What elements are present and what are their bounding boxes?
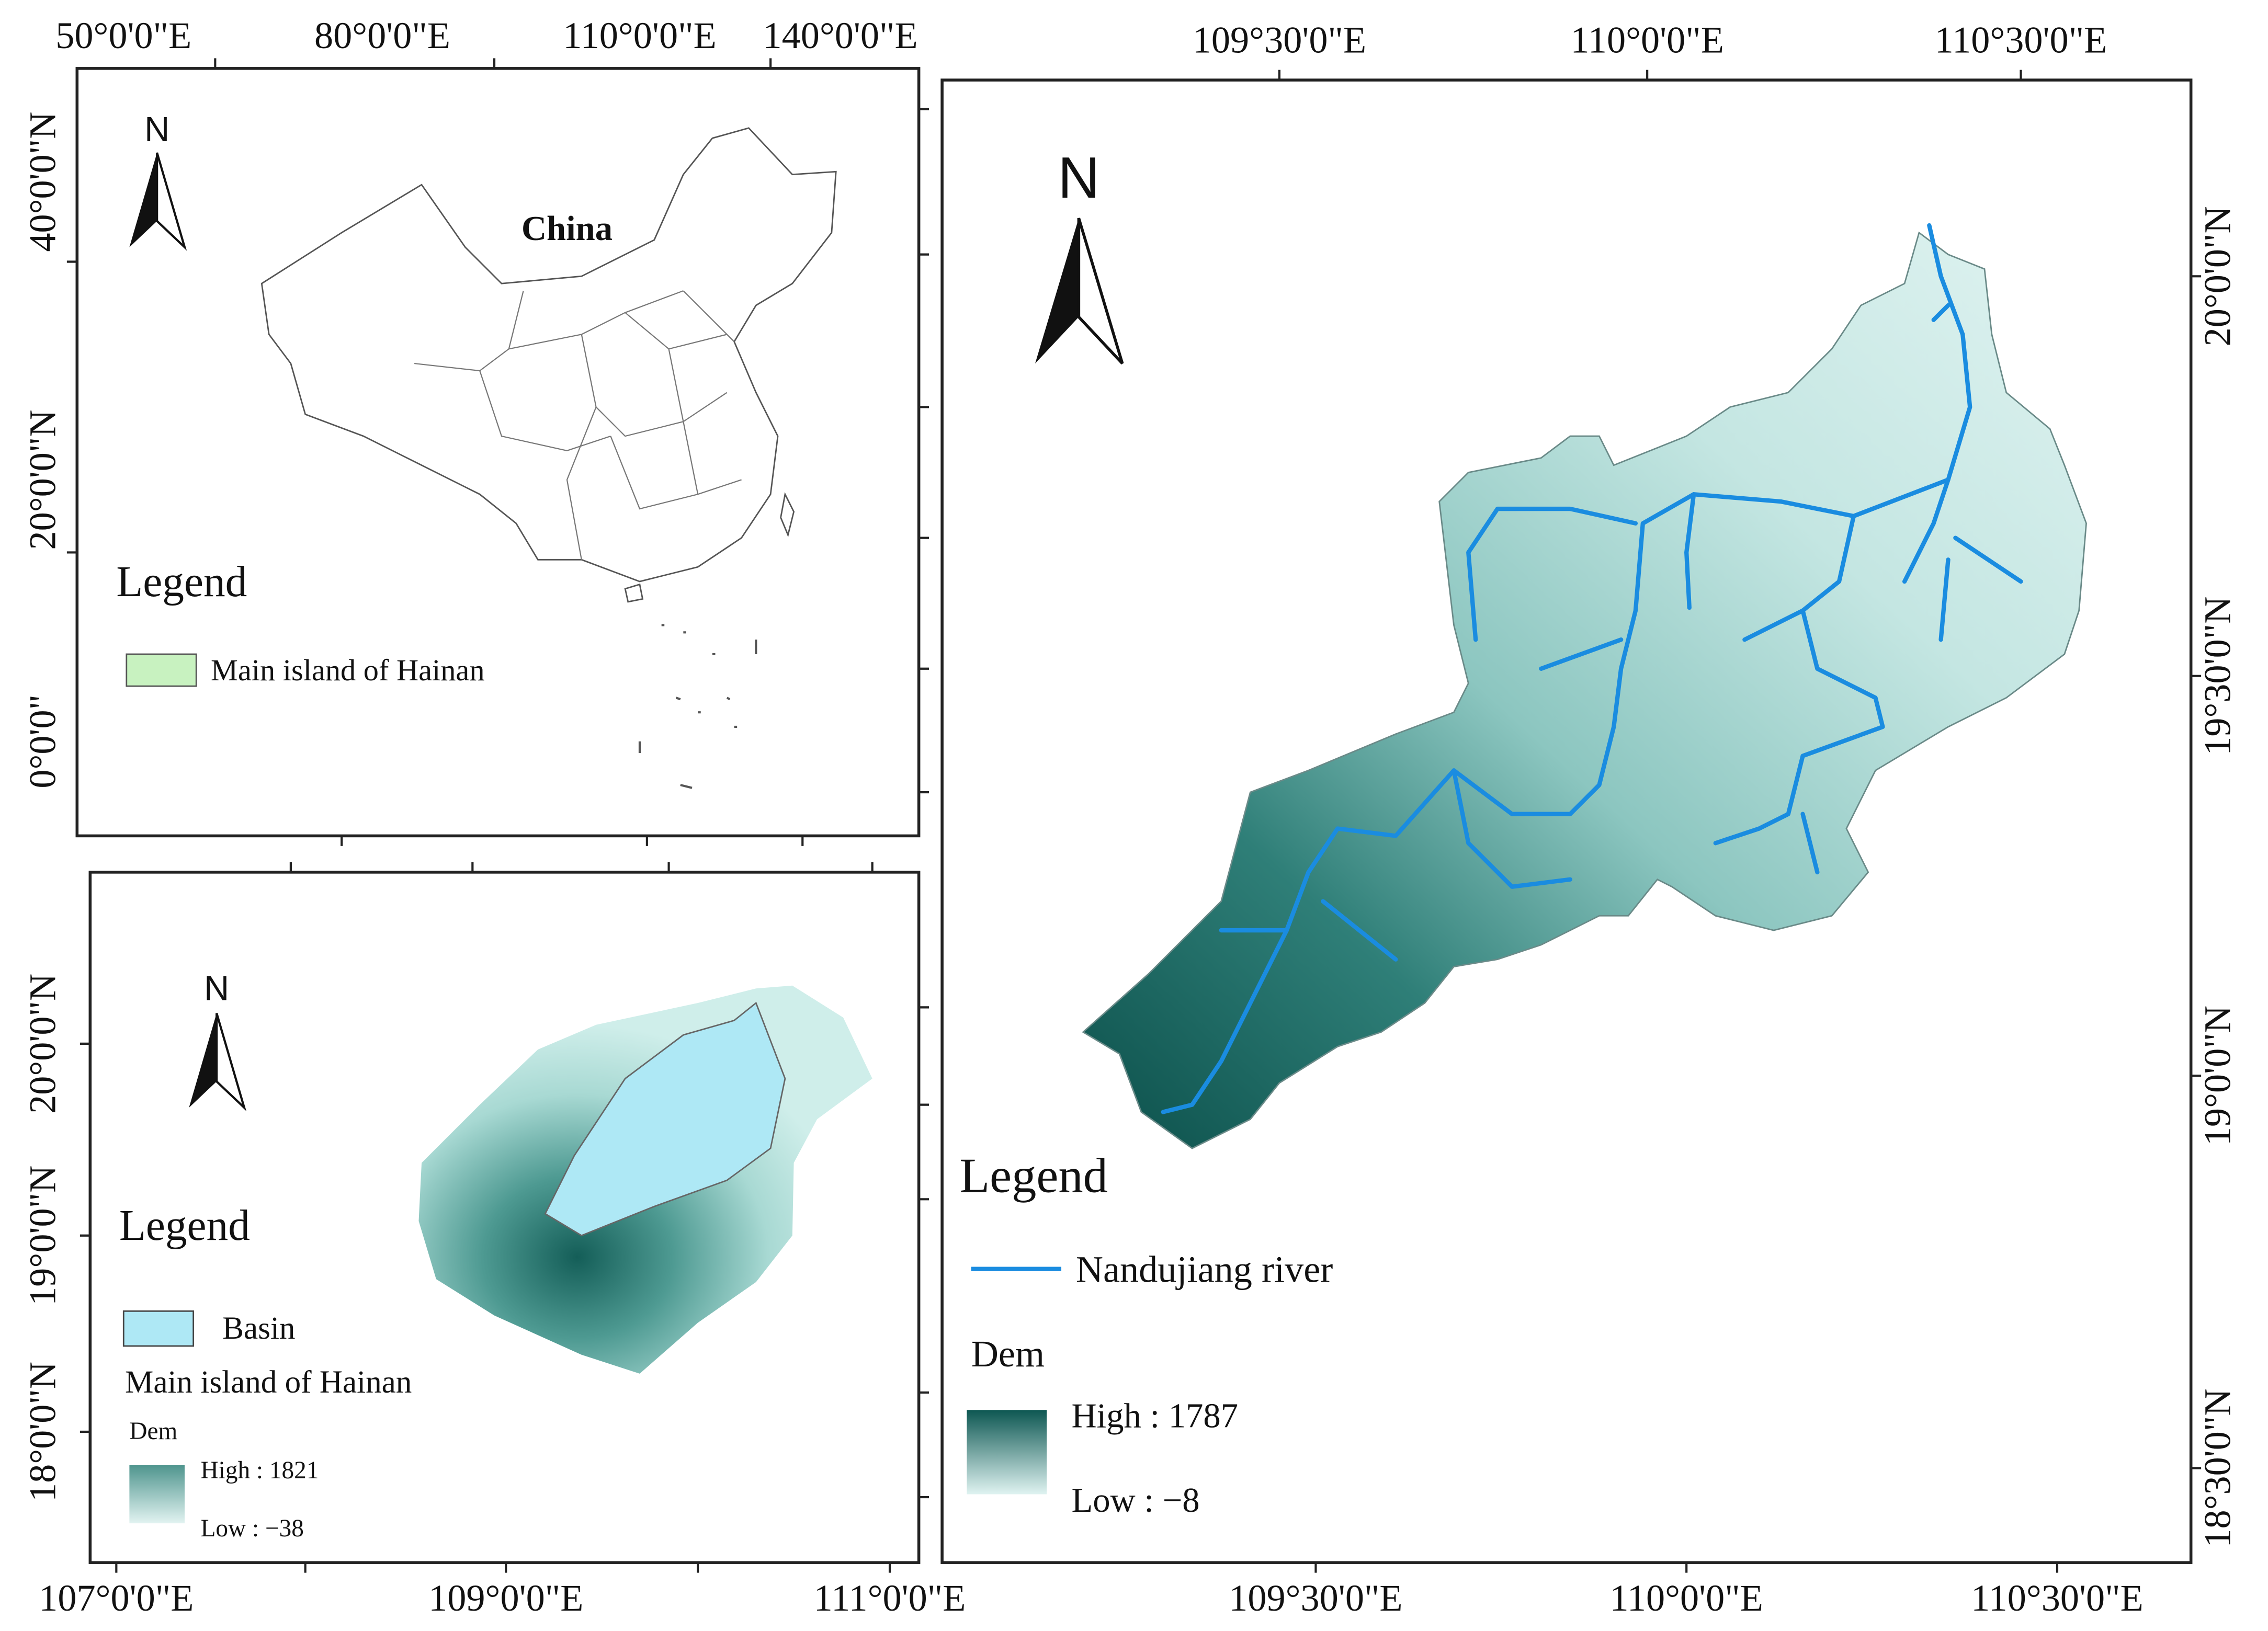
basin-area (544, 1001, 786, 1237)
tick-label: 140°0'0"E (763, 15, 917, 56)
legend-label: High : 1787 (1071, 1397, 1238, 1435)
tick-label: 107°0'0"E (39, 1577, 194, 1619)
legend-label: High : 1821 (201, 1457, 319, 1484)
legend-label: Main island of Hainan (125, 1365, 412, 1400)
tick-label: 80°0'0"E (314, 15, 450, 56)
legend-swatch (122, 1310, 195, 1347)
legend-title: Legend (116, 558, 247, 606)
basin-dem (1082, 231, 2087, 1149)
north-label: N (144, 110, 169, 149)
rivers (1161, 223, 2023, 1114)
china-outline (260, 127, 837, 583)
tick-label: 20°0'0"N (2197, 206, 2239, 346)
north-arrow: N (1035, 145, 1124, 364)
tick-label: 110°0'0"E (563, 15, 716, 56)
tick-label: 50°0'0"E (55, 15, 191, 56)
north-label: N (1058, 145, 1099, 210)
china-panel: 50°0'0"E 80°0'0"E 110°0'0"E 140°0'0"E 40… (22, 15, 929, 846)
tick-label: 40°0'0"N (22, 112, 64, 252)
arrow-light (1077, 218, 1124, 364)
dem-ramp (129, 1465, 185, 1524)
north-arrow: N (189, 969, 247, 1111)
dem-ramp (967, 1410, 1047, 1495)
legend-label: Basin (222, 1311, 295, 1346)
tick-label: 20°0'0"N (22, 409, 64, 550)
panel-frame (88, 871, 921, 1564)
taiwan (780, 492, 795, 538)
legend-title: Legend (959, 1148, 1107, 1203)
ticks (80, 862, 929, 1573)
tick-label: 19°30'0"N (2197, 597, 2239, 756)
tributary (1321, 899, 1398, 962)
north-label: N (204, 969, 229, 1008)
country-label: China (521, 210, 613, 248)
panel-frame (940, 78, 2193, 1564)
tick-label: 20°0'0"N (22, 974, 64, 1114)
tributary (1953, 535, 2023, 584)
legend-label: Dem (129, 1418, 177, 1445)
tick-label: 111°0'0"E (814, 1577, 966, 1619)
arrow-dark (129, 153, 157, 247)
main-river (1161, 223, 1972, 1114)
ticks (66, 58, 929, 846)
ticks (1278, 70, 2202, 1573)
tick-label: 18°0'0"N (22, 1362, 64, 1502)
tick-label: 18°30'0"N (2197, 1388, 2239, 1547)
tick-label: 110°30'0"E (1971, 1577, 2144, 1619)
tributary (1539, 637, 1624, 671)
arrow-dark (189, 1013, 217, 1108)
tributary (1938, 557, 1951, 642)
legend-label: Nandujiang river (1076, 1249, 1333, 1291)
tick-label: 109°30'0"E (1193, 19, 1366, 61)
basin-panel: 109°30'0"E 110°0'0"E 110°30'0"E 109°30'0… (940, 19, 2239, 1619)
arrow-dark (1035, 218, 1079, 364)
tributary (1931, 303, 1951, 322)
arrow-light (216, 1012, 247, 1111)
tributary (1684, 492, 1696, 610)
legend-swatch (126, 653, 197, 687)
province-lines (414, 290, 742, 560)
legend-label: Dem (971, 1333, 1045, 1375)
tick-label: 110°30'0"E (1935, 19, 2107, 61)
tick-label: 110°0'0"E (1609, 1577, 1763, 1619)
legend-label: Low : −38 (201, 1515, 304, 1542)
legend-label: Main island of Hainan (211, 653, 485, 687)
legend-label: Low : −8 (1071, 1481, 1199, 1520)
tributary (1466, 506, 1638, 642)
tick-label: 19°0'0"N (22, 1166, 64, 1306)
panel-frame (75, 67, 921, 838)
legend-title: Legend (119, 1202, 250, 1250)
hainan-panel: 20°0'0"N 19°0'0"N 18°0'0"N 107°0'0"E 109… (22, 862, 966, 1619)
tributary (1742, 514, 1856, 642)
tick-label: 110°0'0"E (1570, 19, 1723, 61)
hainan-outline (624, 583, 644, 603)
arrow-light (156, 152, 187, 251)
tributary (1800, 812, 1820, 875)
tick-label: 0°0'0" (22, 694, 64, 789)
tick-label: 109°0'0"E (428, 1577, 583, 1619)
islands (638, 624, 757, 789)
tributary (1902, 477, 1951, 584)
tributary (1451, 768, 1573, 889)
north-arrow: N (129, 110, 187, 251)
tick-label: 109°30'0"E (1229, 1577, 1402, 1619)
tick-label: 19°0'0"N (2197, 1006, 2239, 1146)
tributary (1713, 608, 1885, 846)
